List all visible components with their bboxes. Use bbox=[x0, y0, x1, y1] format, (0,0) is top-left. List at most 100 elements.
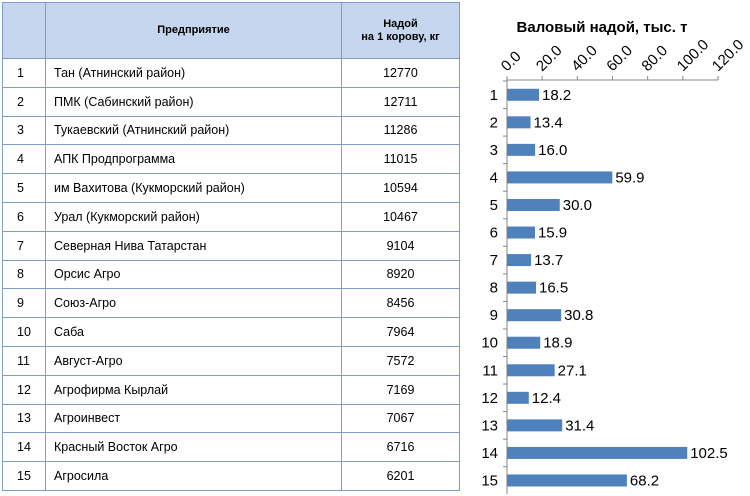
row-index: 9 bbox=[2, 288, 46, 319]
table-row: 2 ПМК (Сабинский район) 12711 bbox=[2, 86, 460, 117]
bar bbox=[507, 391, 529, 404]
row-yield: 10467 bbox=[341, 201, 460, 232]
header-index bbox=[2, 2, 46, 59]
row-enterprise: Август-Агро bbox=[45, 345, 342, 376]
bar bbox=[507, 143, 536, 156]
table-row: 15 Агросила 6201 bbox=[2, 461, 460, 491]
bar-data-label: 13.7 bbox=[534, 252, 563, 269]
bar-data-label: 30.8 bbox=[564, 307, 593, 324]
category-label: 8 bbox=[490, 280, 498, 297]
row-index: 3 bbox=[2, 115, 46, 146]
table-row: 13 Агроинвест 7067 bbox=[2, 403, 460, 434]
gross-milk-yield-chart: Валовый надой, тыс. т 0.0 20.0 40.0 60.0 80.… bbox=[481, 19, 747, 495]
row-enterprise: Урал (Кукморский район) bbox=[45, 201, 342, 232]
row-enterprise: Орсис Агро bbox=[45, 259, 342, 290]
row-enterprise: Красный Восток Агро bbox=[45, 432, 342, 463]
table-row: 5 им Вахитова (Кукморский район) 10594 bbox=[2, 173, 460, 203]
row-index: 12 bbox=[2, 374, 46, 405]
category-label: 10 bbox=[481, 335, 498, 352]
bar-data-label: 12.4 bbox=[532, 390, 561, 407]
row-index: 5 bbox=[2, 173, 46, 203]
bar-data-label: 16.5 bbox=[539, 280, 568, 297]
bar bbox=[507, 198, 560, 211]
chart-title: Валовый надой, тыс. т bbox=[517, 19, 688, 36]
table-row: 8 Орсис Агро 8920 bbox=[2, 259, 460, 290]
category-label: 5 bbox=[490, 197, 498, 214]
bar-data-label: 59.9 bbox=[615, 169, 644, 186]
row-enterprise: Саба bbox=[45, 317, 342, 347]
row-yield: 7964 bbox=[341, 317, 460, 347]
row-yield: 11286 bbox=[341, 115, 460, 146]
bar-data-label: 18.2 bbox=[542, 87, 571, 104]
row-index: 1 bbox=[2, 58, 46, 88]
bar bbox=[507, 364, 555, 377]
row-yield: 7169 bbox=[341, 374, 460, 405]
row-index: 10 bbox=[2, 317, 46, 347]
bar bbox=[507, 419, 563, 432]
row-yield: 8456 bbox=[341, 288, 460, 319]
row-yield: 6716 bbox=[341, 432, 460, 463]
row-yield: 7572 bbox=[341, 345, 460, 376]
header-enterprise: Предприятие bbox=[45, 2, 342, 59]
row-index: 15 bbox=[2, 461, 46, 491]
x-tick-label: 20.0 bbox=[533, 42, 566, 75]
row-enterprise: им Вахитова (Кукморский район) bbox=[45, 173, 342, 203]
category-label: 13 bbox=[481, 417, 498, 434]
bar-data-label: 31.4 bbox=[565, 417, 594, 434]
bar bbox=[507, 336, 541, 349]
bar-data-label: 27.1 bbox=[558, 362, 587, 379]
row-yield: 7067 bbox=[341, 403, 460, 434]
row-enterprise: Тан (Атнинский район) bbox=[45, 58, 342, 88]
row-index: 8 bbox=[2, 259, 46, 290]
bar bbox=[507, 116, 531, 129]
row-index: 4 bbox=[2, 144, 46, 175]
row-enterprise: Агроинвест bbox=[45, 403, 342, 434]
row-yield: 8920 bbox=[341, 259, 460, 290]
row-yield: 12711 bbox=[341, 86, 460, 117]
category-label: 7 bbox=[490, 252, 498, 269]
row-index: 6 bbox=[2, 201, 46, 232]
bar bbox=[507, 474, 627, 487]
x-tick-label: 100.0 bbox=[674, 36, 713, 75]
bar bbox=[507, 226, 535, 239]
bar-data-label: 15.9 bbox=[538, 225, 567, 242]
row-index: 14 bbox=[2, 432, 46, 463]
row-enterprise: Северная Нива Татарстан bbox=[45, 230, 342, 261]
table-row: 4 АПК Продпрограмма 11015 bbox=[2, 144, 460, 175]
row-yield: 12770 bbox=[341, 58, 460, 88]
table-header-row: Предприятие Надой на 1 корову, кг bbox=[2, 2, 460, 59]
row-enterprise: ПМК (Сабинский район) bbox=[45, 86, 342, 117]
row-enterprise: Тукаевский (Атнинский район) bbox=[45, 115, 342, 146]
row-yield: 6201 bbox=[341, 461, 460, 491]
row-yield: 9104 bbox=[341, 230, 460, 261]
table-row: 11 Август-Агро 7572 bbox=[2, 345, 460, 376]
bar-data-label: 102.5 bbox=[690, 445, 728, 462]
bar bbox=[507, 309, 562, 322]
row-enterprise: АПК Продпрограмма bbox=[45, 144, 342, 175]
row-enterprise: Агрофирма Кырлай bbox=[45, 374, 342, 405]
table-row: 3 Тукаевский (Атнинский район) 11286 bbox=[2, 115, 460, 146]
table-row: 12 Агрофирма Кырлай 7169 bbox=[2, 374, 460, 405]
row-enterprise: Союз-Агро bbox=[45, 288, 342, 319]
x-tick-label: 40.0 bbox=[568, 42, 601, 75]
bar-data-label: 16.0 bbox=[538, 142, 567, 159]
table-row: 6 Урал (Кукморский район) 10467 bbox=[2, 201, 460, 232]
bar-data-label: 18.9 bbox=[543, 335, 572, 352]
row-yield: 10594 bbox=[341, 173, 460, 203]
row-index: 11 bbox=[2, 345, 46, 376]
category-label: 12 bbox=[481, 390, 498, 407]
category-label: 11 bbox=[482, 362, 498, 379]
row-index: 2 bbox=[2, 86, 46, 117]
bar bbox=[507, 254, 532, 267]
table-row: 9 Союз-Агро 8456 bbox=[2, 288, 460, 319]
category-label: 2 bbox=[490, 114, 498, 131]
bar bbox=[507, 171, 613, 184]
category-label: 3 bbox=[490, 142, 498, 159]
row-index: 13 bbox=[2, 403, 46, 434]
bar bbox=[507, 446, 688, 459]
x-tick-label: 60.0 bbox=[603, 42, 636, 75]
category-label: 1 bbox=[490, 87, 498, 104]
category-label: 15 bbox=[481, 472, 498, 489]
bar bbox=[507, 88, 540, 101]
table-row: 10 Саба 7964 bbox=[2, 317, 460, 347]
